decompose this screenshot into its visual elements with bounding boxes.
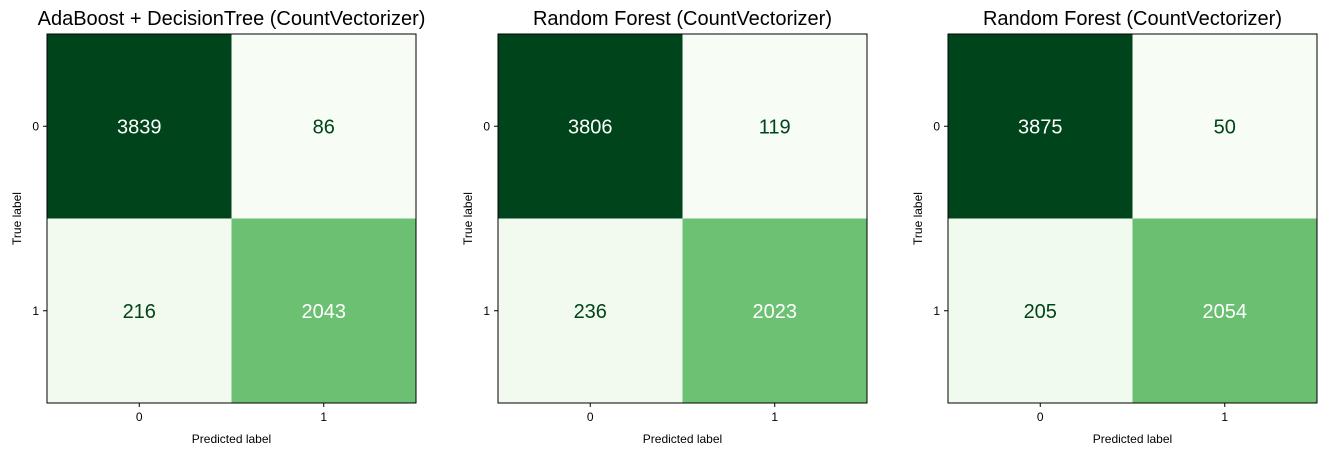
heatmap-cell: [948, 34, 1133, 219]
heatmap-cell: [231, 218, 416, 403]
heatmap-cell: [231, 34, 416, 219]
heatmap-cell: [47, 218, 232, 403]
cell-value-label: 3875: [1018, 116, 1063, 138]
cell-value-label: 3839: [117, 116, 162, 138]
x-tick-label: 0: [587, 410, 594, 424]
y-tick-label: 0: [32, 119, 39, 133]
heatmap-cell: [498, 34, 683, 219]
heatmap-cell: [1132, 218, 1317, 403]
cell-value-label: 2054: [1203, 301, 1248, 323]
heatmap-cell: [1132, 34, 1317, 219]
heatmap-cell: [682, 34, 867, 219]
cell-value-label: 50: [1214, 116, 1236, 138]
y-axis-label: True label: [911, 192, 925, 245]
chart-title: Random Forest (CountVectorizer): [533, 8, 832, 30]
y-axis-label: True label: [461, 192, 475, 245]
cell-value-label: 205: [1024, 301, 1057, 323]
plot-frame: [947, 33, 1318, 404]
x-tick-label: 0: [136, 410, 143, 424]
heatmap-cell: [47, 34, 232, 219]
cell-value-label: 119: [759, 116, 791, 138]
heatmap-cell: [682, 218, 867, 403]
panel-2: Random Forest (CountVectorizer) 3806 119 23…: [461, 8, 868, 446]
panel-3: Random Forest (CountVectorizer) 3875 50 205…: [911, 8, 1318, 446]
x-axis-label: Predicted label: [643, 432, 722, 446]
y-tick-label: 0: [483, 119, 490, 133]
cell-value-label: 2043: [302, 301, 347, 323]
x-axis-label: Predicted label: [1093, 432, 1172, 446]
chart-title: Random Forest (CountVectorizer): [983, 8, 1282, 30]
y-axis-label: True label: [10, 192, 24, 245]
heatmap-cell: [498, 218, 683, 403]
y-tick-label: 0: [933, 119, 940, 133]
cell-value-label: 236: [574, 301, 607, 323]
y-tick-label: 1: [483, 304, 490, 318]
plot-frame: [46, 33, 417, 404]
chart-title: AdaBoost + DecisionTree (CountVectorizer…: [38, 8, 426, 30]
heatmap-cell: [948, 218, 1133, 403]
plot-frame: [497, 33, 868, 404]
cell-value-label: 2023: [753, 301, 798, 323]
panel-1: AdaBoost + DecisionTree (CountVectorizer…: [10, 8, 425, 446]
x-tick-label: 1: [1221, 410, 1228, 424]
y-tick-label: 1: [933, 304, 940, 318]
cell-value-label: 86: [313, 116, 335, 138]
x-tick-label: 0: [1037, 410, 1044, 424]
y-tick-label: 1: [32, 304, 39, 318]
x-tick-label: 1: [771, 410, 778, 424]
x-tick-label: 1: [320, 410, 327, 424]
cell-value-label: 3806: [568, 116, 613, 138]
cell-value-label: 216: [123, 301, 156, 323]
x-axis-label: Predicted label: [192, 432, 271, 446]
